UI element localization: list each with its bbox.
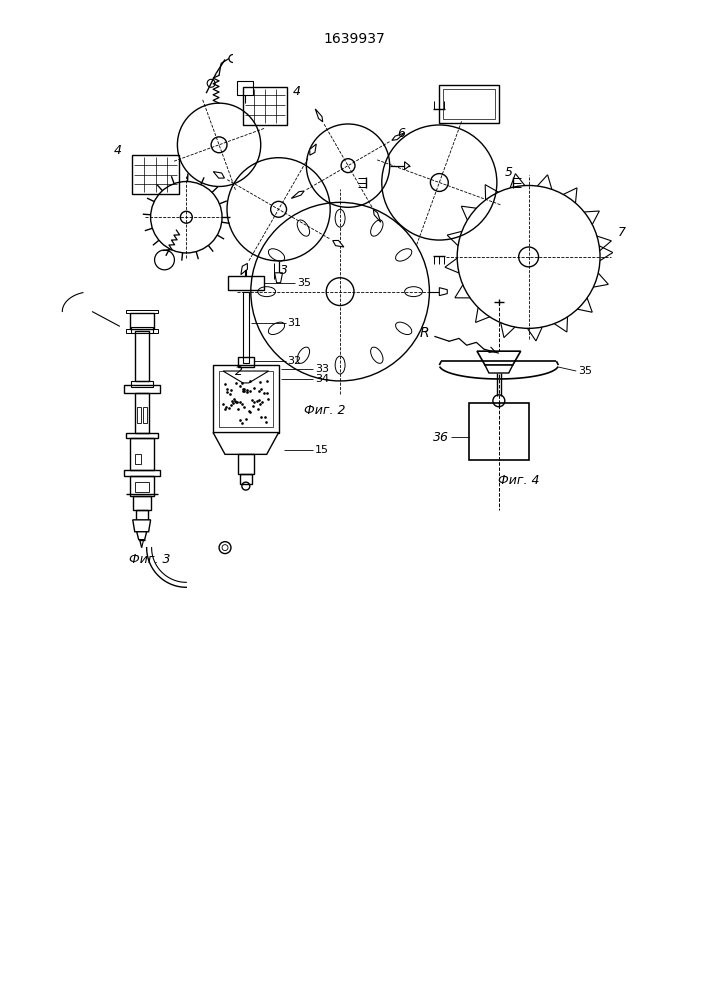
Bar [124,470,160,476]
Bar [130,438,153,470]
Polygon shape [477,351,520,365]
Polygon shape [136,532,146,540]
Bar [243,87,286,125]
Bar [443,89,495,119]
Polygon shape [274,273,283,283]
Text: 32: 32 [288,356,302,366]
Text: 6: 6 [397,127,406,140]
Polygon shape [214,172,224,178]
Polygon shape [404,162,409,170]
Bar [130,476,153,496]
Text: 15: 15 [315,445,329,455]
Text: 7: 7 [618,226,626,239]
Text: 35: 35 [578,366,592,376]
Text: 4: 4 [114,144,122,157]
Bar [238,454,254,474]
Text: 2: 2 [235,365,243,378]
Text: 34: 34 [315,374,329,384]
Bar [124,385,160,393]
Text: R: R [420,326,429,340]
Bar [132,155,180,194]
Bar [135,482,148,492]
Bar [219,371,273,427]
Bar [240,474,252,484]
Bar [135,454,141,464]
Bar [135,393,148,433]
Bar [126,433,158,438]
Text: 33: 33 [315,364,329,374]
Text: 4: 4 [293,85,300,98]
Bar [130,313,153,329]
Polygon shape [241,263,247,275]
Text: 5: 5 [505,166,513,179]
Bar [131,381,153,387]
Bar [237,81,253,95]
Bar [228,276,264,290]
Text: Фиг. 2: Фиг. 2 [305,404,346,417]
Polygon shape [392,133,404,140]
Polygon shape [133,520,151,532]
Polygon shape [373,209,381,222]
Text: Фиг. 3: Фиг. 3 [129,553,170,566]
Bar [238,357,254,367]
Text: 1639937: 1639937 [323,32,385,46]
Text: Фиг. 4: Фиг. 4 [498,474,539,487]
Bar [135,331,148,381]
Bar [136,407,141,423]
Text: 36: 36 [433,431,449,444]
Bar [126,310,158,313]
Polygon shape [310,144,316,155]
Bar [439,85,499,123]
Bar [133,496,151,510]
Bar [143,407,146,423]
Bar [131,327,153,333]
Text: 3: 3 [279,264,288,277]
Bar [213,365,279,433]
Polygon shape [485,365,513,373]
Bar [469,403,529,460]
Text: 31: 31 [288,318,301,328]
Polygon shape [439,288,448,296]
Polygon shape [291,191,304,198]
Bar [243,292,249,363]
Text: 35: 35 [298,278,312,288]
Polygon shape [333,240,344,247]
Bar [136,510,148,520]
Bar [126,329,158,333]
Polygon shape [223,371,269,383]
Polygon shape [213,433,279,454]
Polygon shape [315,109,322,122]
